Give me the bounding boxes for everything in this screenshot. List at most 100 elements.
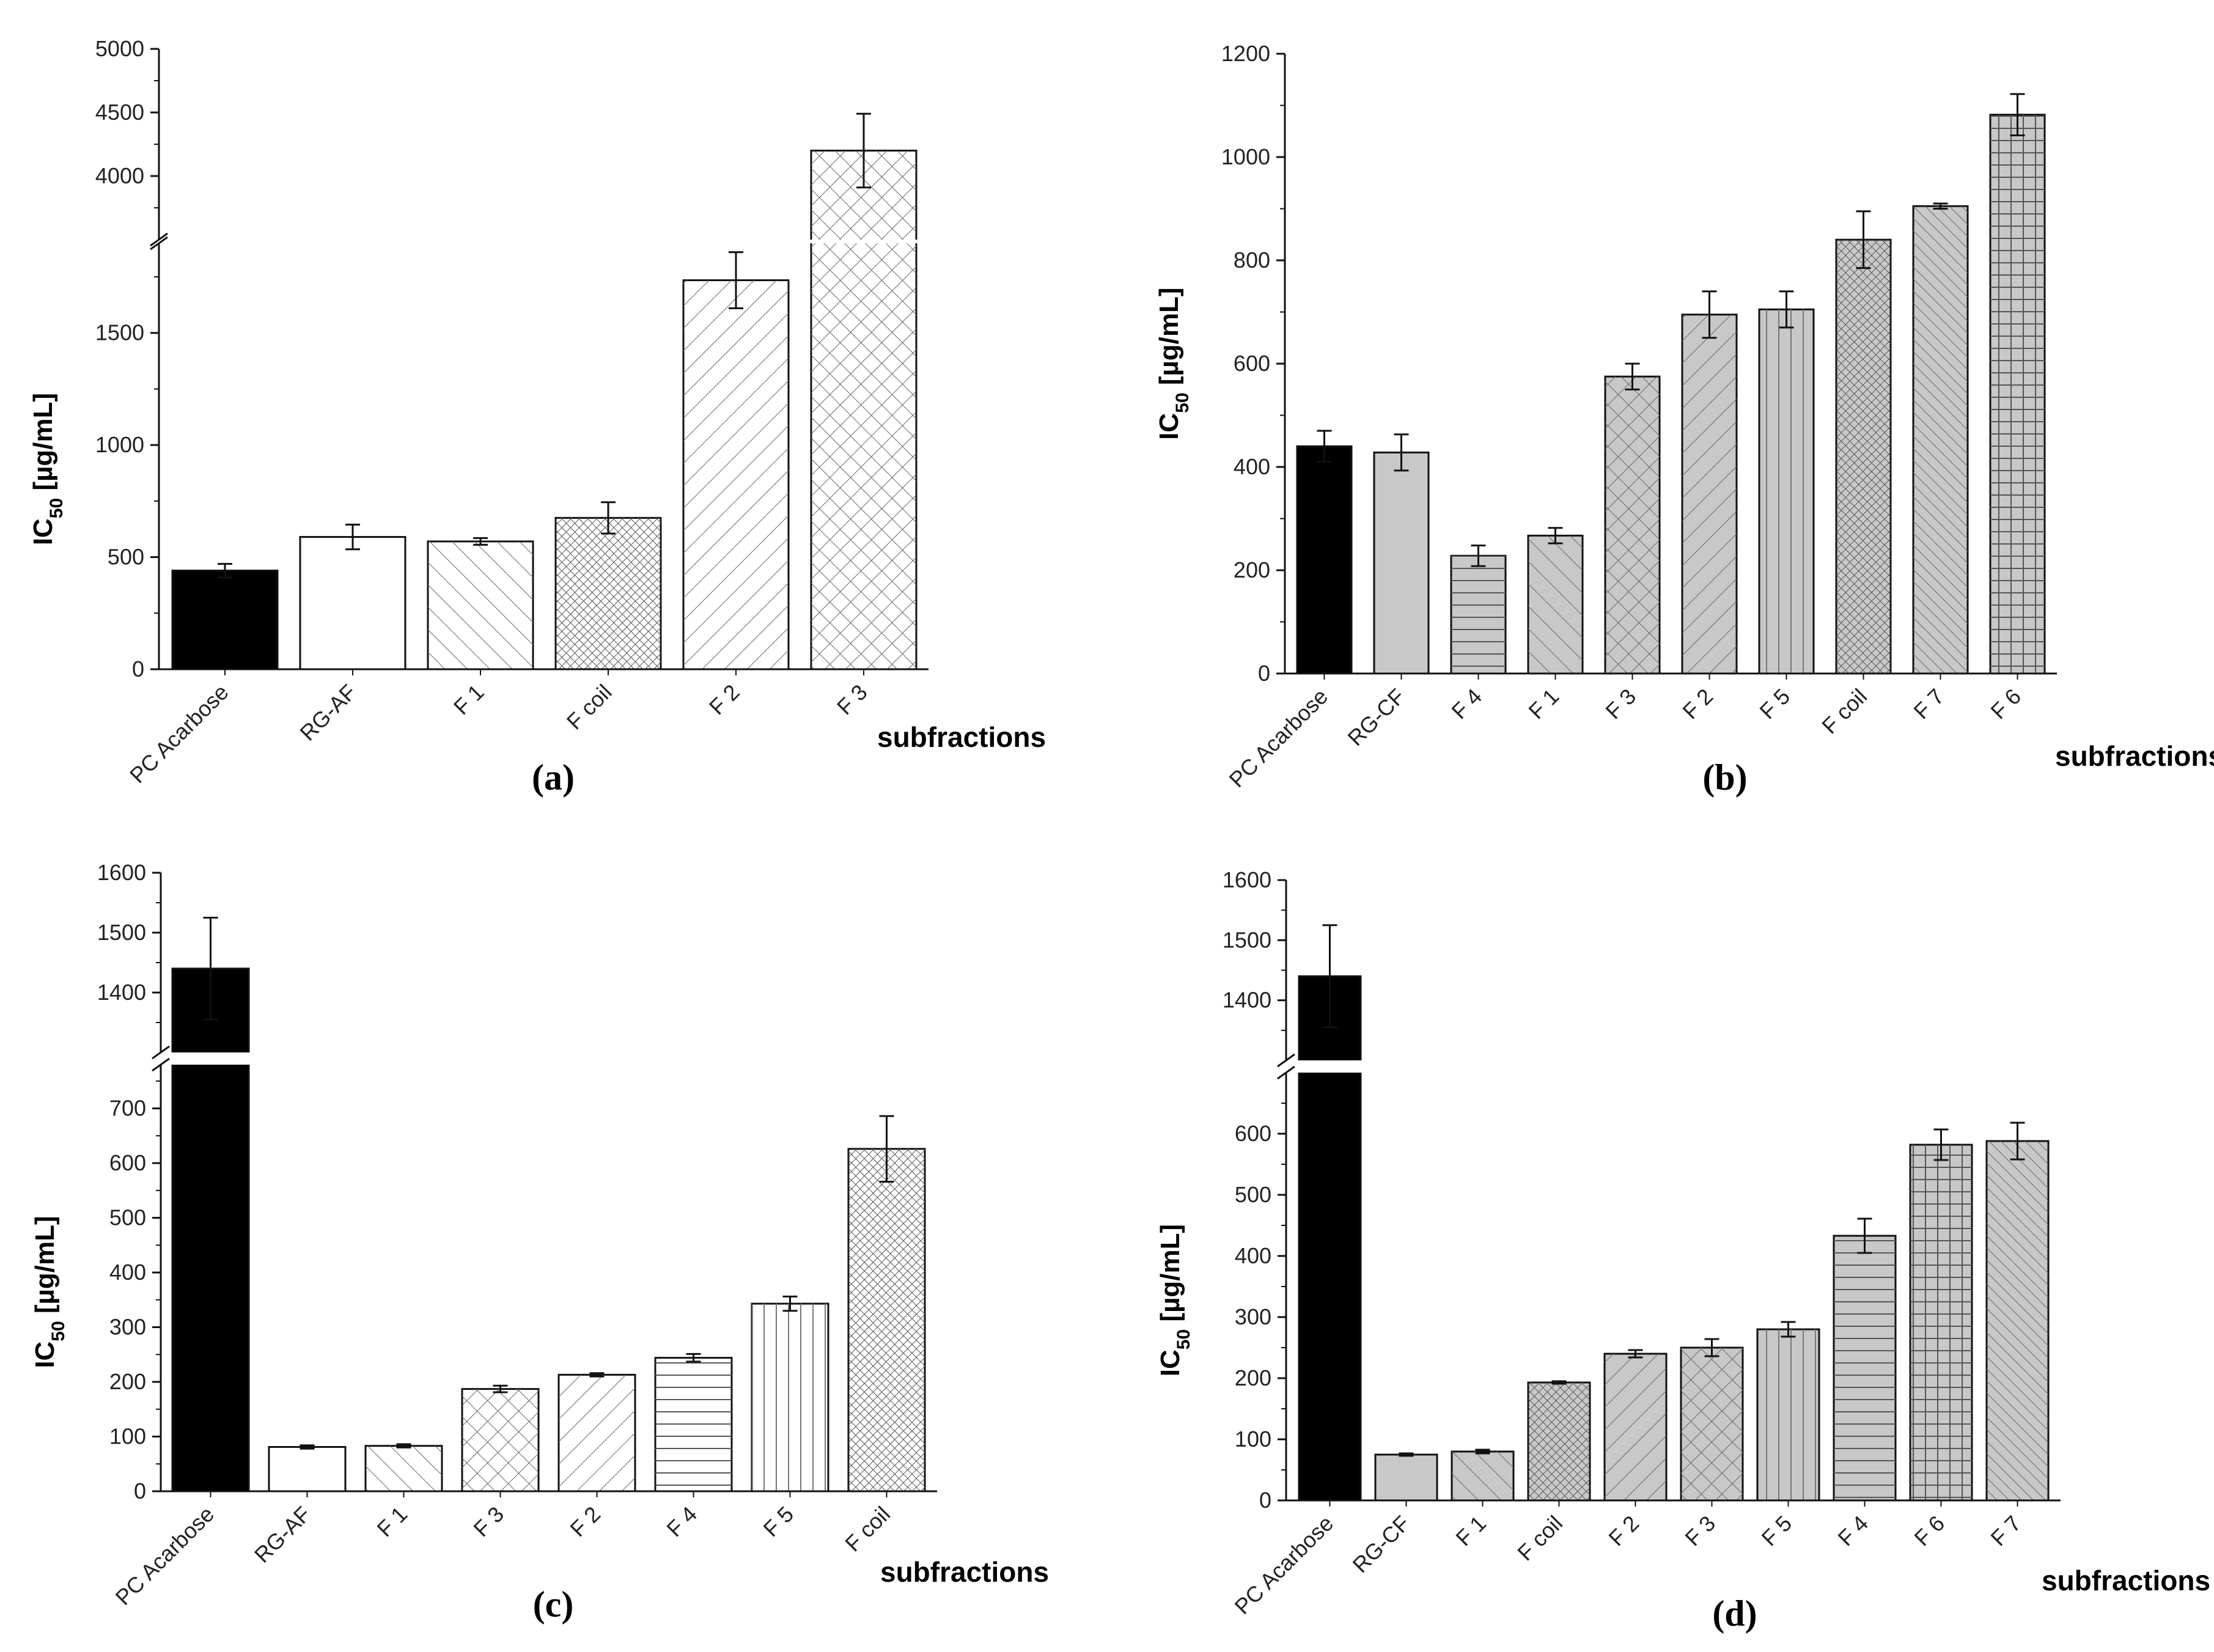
bar-hatch: [1834, 1236, 1896, 1500]
x-tick-label: F coil: [1817, 684, 1872, 739]
bar-hatch: [1605, 376, 1660, 674]
x-tick-label: F 5: [1756, 1511, 1797, 1551]
x-tick-label: PC Acarbose: [111, 1502, 219, 1610]
chart-panel-a: PC Acarbose RG-AF F 1 F coil F 2 F 3 0 500 1000 1…: [28, 36, 1046, 798]
y-tick-label: 1400: [1223, 988, 1271, 1013]
bar-pc-acarbose: [1298, 975, 1362, 1502]
y-tick-label: 600: [1234, 351, 1270, 376]
y-tick-label: 500: [109, 1205, 146, 1230]
bar-hatch: [428, 541, 533, 669]
bar-hatch: [811, 150, 916, 669]
bar-hatch: [1528, 1382, 1590, 1500]
bar-hatch: [1681, 1348, 1743, 1500]
bar-hatch: [1990, 114, 2045, 674]
y-tick-label: 600: [1235, 1121, 1271, 1146]
bar-hatch: [1757, 1329, 1819, 1500]
y-tick-label: 200: [1235, 1365, 1271, 1390]
y-axis-label-unit: [µg/mL]: [28, 393, 58, 498]
bar-hatch: [683, 280, 789, 670]
x-tick-label: F 1: [1523, 684, 1564, 724]
bar-hatch: [1987, 1141, 2048, 1500]
x-tick-label: F 4: [1833, 1511, 1873, 1551]
panel-label: (d): [1712, 1593, 1757, 1634]
x-tick-label: RG-CF: [1343, 684, 1410, 751]
bar-pc-acarbose: [171, 570, 279, 670]
x-tick-label: F 6: [1985, 684, 2026, 724]
x-tick-label: F coil: [1512, 1511, 1567, 1566]
bar-pc-acarbose: [171, 967, 250, 1492]
x-tick-label: F 7: [1908, 684, 1949, 724]
y-tick-label: 1200: [1221, 41, 1270, 66]
x-tick-label: F 1: [1451, 1511, 1491, 1551]
x-tick-label: F 4: [661, 1502, 702, 1542]
panel-label: (b): [1702, 757, 1747, 798]
x-tick-label: F 2: [1677, 684, 1718, 724]
x-tick-label: F 2: [704, 680, 745, 720]
y-tick-label: 1500: [95, 320, 144, 345]
axis-break-mark: [150, 232, 168, 247]
x-tick-label: F coil: [562, 680, 617, 735]
y-tick-label: 5000: [95, 36, 144, 61]
y-tick-label: 0: [132, 656, 144, 681]
y-tick-label: 500: [108, 545, 144, 570]
x-axis-label: subfractions: [2042, 1565, 2210, 1596]
y-tick-label: 300: [1235, 1304, 1271, 1329]
axis-break-mark: [152, 1045, 170, 1060]
y-tick-label: 4500: [95, 100, 144, 125]
y-axis-label-sub: 50: [46, 498, 67, 518]
y-axis-label-sub: 50: [48, 1321, 68, 1341]
x-tick-label: F 4: [1446, 684, 1487, 724]
x-tick-label: PC Acarbose: [1230, 1511, 1339, 1620]
bar-hatch: [1528, 535, 1583, 674]
axis-break-mark: [152, 1057, 170, 1072]
x-tick-label: F 3: [1600, 684, 1641, 724]
y-tick-label: 600: [109, 1150, 146, 1175]
bar-rg-af: [299, 536, 406, 670]
bar-rg-af: [268, 1446, 347, 1492]
bar-hatch: [752, 1304, 828, 1491]
bar-hatch: [1913, 206, 1968, 674]
bar-hatch: [848, 1148, 925, 1491]
y-tick-label: 500: [1235, 1182, 1271, 1207]
bar-hatch: [1836, 240, 1891, 674]
bar-pc-acarbose: [1296, 445, 1353, 675]
y-axis-label-unit: [µg/mL]: [1154, 287, 1184, 392]
y-tick-label: 1500: [1223, 927, 1271, 952]
y-tick-label: 1000: [1221, 144, 1270, 169]
y-tick-label: 0: [1259, 1488, 1271, 1513]
x-tick-label: F coil: [840, 1502, 895, 1557]
x-axis-label: subfractions: [2055, 740, 2214, 772]
bar-hatch: [366, 1445, 442, 1491]
axis-break-mark: [150, 236, 168, 251]
y-axis-label-main: IC: [30, 1342, 60, 1368]
bar-hatch: [1682, 314, 1737, 674]
x-tick-label: F 2: [565, 1502, 605, 1542]
bar-hatch: [1452, 1452, 1513, 1500]
bar-hatch: [559, 1375, 635, 1491]
y-tick-label: 1500: [97, 920, 146, 945]
x-tick-label: F 1: [372, 1502, 412, 1542]
bar-hatch: [462, 1389, 539, 1491]
axis-break-gap: [1287, 1060, 2076, 1073]
y-axis-label: IC50 [µg/mL]: [28, 393, 67, 545]
y-tick-label: 1600: [97, 860, 146, 885]
y-tick-label: 400: [1235, 1243, 1271, 1268]
x-tick-label: F 5: [758, 1502, 798, 1542]
x-tick-label: RG-AF: [295, 680, 361, 746]
y-tick-label: 100: [1235, 1426, 1271, 1452]
x-tick-label: PC Acarbose: [1224, 684, 1333, 793]
axis-break-mark: [1277, 1053, 1295, 1068]
y-tick-label: 400: [1234, 454, 1270, 479]
x-tick-label: RG-AF: [249, 1502, 315, 1568]
y-tick-label: 300: [109, 1315, 146, 1340]
y-axis-label: IC50 [µg/mL]: [30, 1216, 68, 1368]
y-tick-label: 200: [109, 1369, 146, 1394]
x-tick-label: F 3: [1680, 1511, 1720, 1551]
axis-break-gap: [160, 240, 951, 243]
x-tick-label: F 5: [1754, 684, 1795, 724]
y-tick-label: 1000: [95, 432, 144, 457]
x-axis-label: subfractions: [877, 721, 1046, 753]
y-tick-label: 100: [109, 1424, 146, 1449]
x-axis-label: subfractions: [880, 1556, 1049, 1588]
